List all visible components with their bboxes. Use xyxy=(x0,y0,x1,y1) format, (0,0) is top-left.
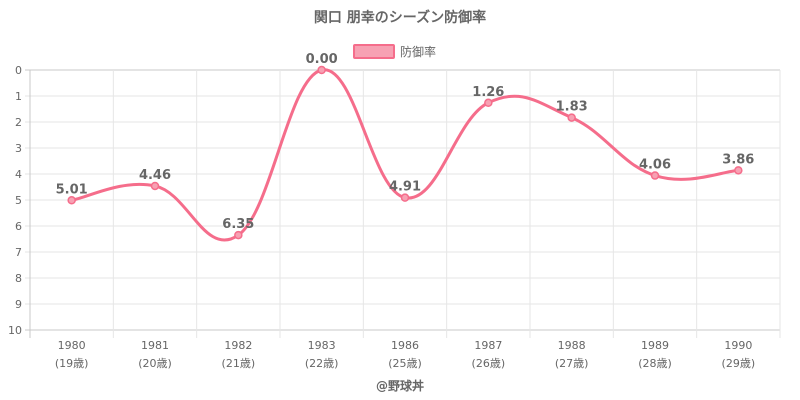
data-point[interactable] xyxy=(567,113,576,122)
x-tick-label: 1983 xyxy=(308,339,336,352)
x-tick-sublabel: (22歳) xyxy=(305,357,339,370)
y-tick-label: 7 xyxy=(15,246,22,259)
data-label: 6.35 xyxy=(222,217,254,232)
x-tick-label: 1986 xyxy=(391,339,419,352)
y-tick-label: 4 xyxy=(15,168,22,181)
y-tick-label: 10 xyxy=(8,324,22,337)
x-tick-sublabel: (28歳) xyxy=(638,357,672,370)
data-point[interactable] xyxy=(484,98,493,108)
x-tick-sublabel: (25歳) xyxy=(388,357,422,370)
data-point[interactable] xyxy=(734,166,743,175)
data-labels: 5.01 4.46 6.35 0.00 4.91 1.26 1.83 4.06 3.86 xyxy=(56,52,755,232)
y-tick-label: 5 xyxy=(15,194,22,207)
data-label: 4.46 xyxy=(139,168,171,183)
data-point[interactable] xyxy=(317,65,326,75)
y-tick-label: 6 xyxy=(15,220,22,233)
data-point[interactable] xyxy=(150,181,160,191)
x-tick-sublabel: (21歳) xyxy=(222,357,256,370)
x-axis: 1980 (19歳) 1981 (20歳) 1982 (21歳) 1983 (22歳) 1986… xyxy=(55,339,755,370)
y-tick-label: 9 xyxy=(15,298,22,311)
x-tick-label: 1981 xyxy=(141,339,169,352)
credit-text: @野球丼 xyxy=(376,378,424,393)
x-tick-label: 1980 xyxy=(58,339,86,352)
x-tick-label: 1988 xyxy=(558,339,586,352)
x-tick-sublabel: (19歳) xyxy=(55,357,89,370)
legend[interactable]: 防御率 xyxy=(353,44,436,59)
grid xyxy=(25,69,781,338)
y-tick-label: 3 xyxy=(15,142,22,155)
y-axis: 0 1 2 3 4 5 6 7 8 9 10 xyxy=(8,64,22,337)
data-label: 0.00 xyxy=(306,52,338,67)
x-tick-sublabel: (29歳) xyxy=(722,357,756,370)
legend-swatch xyxy=(353,44,395,59)
y-tick-label: 0 xyxy=(15,64,22,77)
y-tick-label: 8 xyxy=(15,272,22,285)
x-tick-sublabel: (27歳) xyxy=(555,357,589,370)
data-label: 4.91 xyxy=(389,180,421,195)
x-tick-label: 1989 xyxy=(641,339,669,352)
data-label: 5.01 xyxy=(56,182,88,197)
data-point[interactable] xyxy=(67,196,76,205)
x-tick-label: 1987 xyxy=(474,339,502,352)
data-points xyxy=(67,65,743,240)
data-point[interactable] xyxy=(650,171,660,180)
x-tick-sublabel: (20歳) xyxy=(138,357,172,370)
x-tick-sublabel: (26歳) xyxy=(472,357,506,370)
legend-label: 防御率 xyxy=(400,44,436,59)
chart-title: 関口 朋幸のシーズン防御率 xyxy=(314,9,486,26)
data-label: 1.83 xyxy=(556,100,588,115)
data-label: 3.86 xyxy=(722,152,754,167)
series-line-group xyxy=(70,68,740,242)
y-tick-label: 2 xyxy=(15,116,22,129)
x-tick-label: 1990 xyxy=(724,339,752,352)
series-line xyxy=(70,68,740,242)
data-label: 4.06 xyxy=(639,158,671,173)
data-label: 1.26 xyxy=(472,85,504,100)
data-point[interactable] xyxy=(400,193,410,202)
x-tick-label: 1982 xyxy=(224,339,252,352)
y-tick-label: 1 xyxy=(15,90,22,103)
data-point[interactable] xyxy=(234,230,243,240)
